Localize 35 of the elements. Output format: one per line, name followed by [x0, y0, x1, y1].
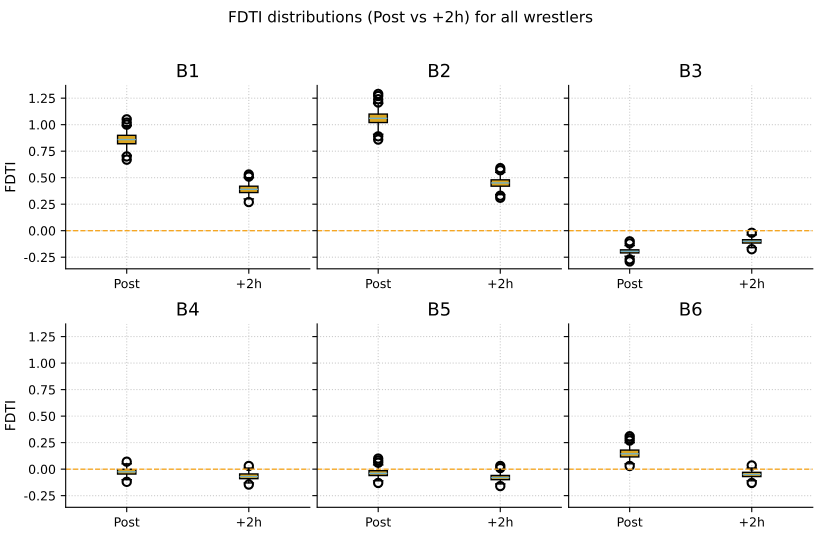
- x-tick-label: +2h: [236, 278, 261, 288]
- x-tick-label: Post: [114, 278, 140, 288]
- chart-title: B3: [680, 64, 702, 78]
- x-tick-label: +2h: [236, 517, 261, 527]
- chart-title: B2: [429, 64, 450, 78]
- y-tick-label: -0.25: [24, 491, 55, 501]
- y-tick-label: 0.75: [28, 146, 55, 156]
- x-tick-label: Post: [114, 517, 140, 527]
- y-tick-label: 1.00: [30, 120, 56, 130]
- x-tick-label: +2h: [740, 278, 764, 288]
- y-tick-label: -0.25: [24, 252, 55, 262]
- text: FDTI distributions (Post vs +2h) for all wrestlers: [230, 10, 592, 24]
- y-tick-label: 0.50: [28, 412, 56, 422]
- x-tick-label: Post: [366, 278, 391, 288]
- y-tick-label: 0.00: [28, 464, 56, 474]
- x-tick-label: +2h: [488, 517, 512, 527]
- x-tick-label: +2h: [488, 278, 512, 288]
- x-tick-label: Post: [366, 517, 391, 527]
- y-tick-label: 0.25: [28, 200, 55, 210]
- chart-title: B1: [178, 64, 198, 78]
- y-tick-label: 1.25: [30, 94, 55, 104]
- y-tick-label: 0.25: [28, 438, 55, 448]
- chart-title: B5: [429, 302, 450, 316]
- y-tick-label: 0.50: [28, 173, 56, 183]
- y-axis-title: FDTI: [5, 401, 16, 430]
- y-tick-label: 1.25: [30, 332, 55, 342]
- chart-title: B4: [178, 302, 199, 316]
- chart-title: B6: [680, 302, 702, 316]
- x-tick-label: +2h: [740, 517, 764, 527]
- y-tick-label: 1.00: [30, 358, 56, 368]
- x-tick-label: Post: [618, 278, 642, 288]
- x-tick-label: Post: [618, 517, 642, 527]
- y-axis-title: FDTI: [5, 162, 16, 192]
- y-tick-label: 0.00: [28, 226, 56, 236]
- y-tick-label: 0.75: [28, 385, 55, 395]
